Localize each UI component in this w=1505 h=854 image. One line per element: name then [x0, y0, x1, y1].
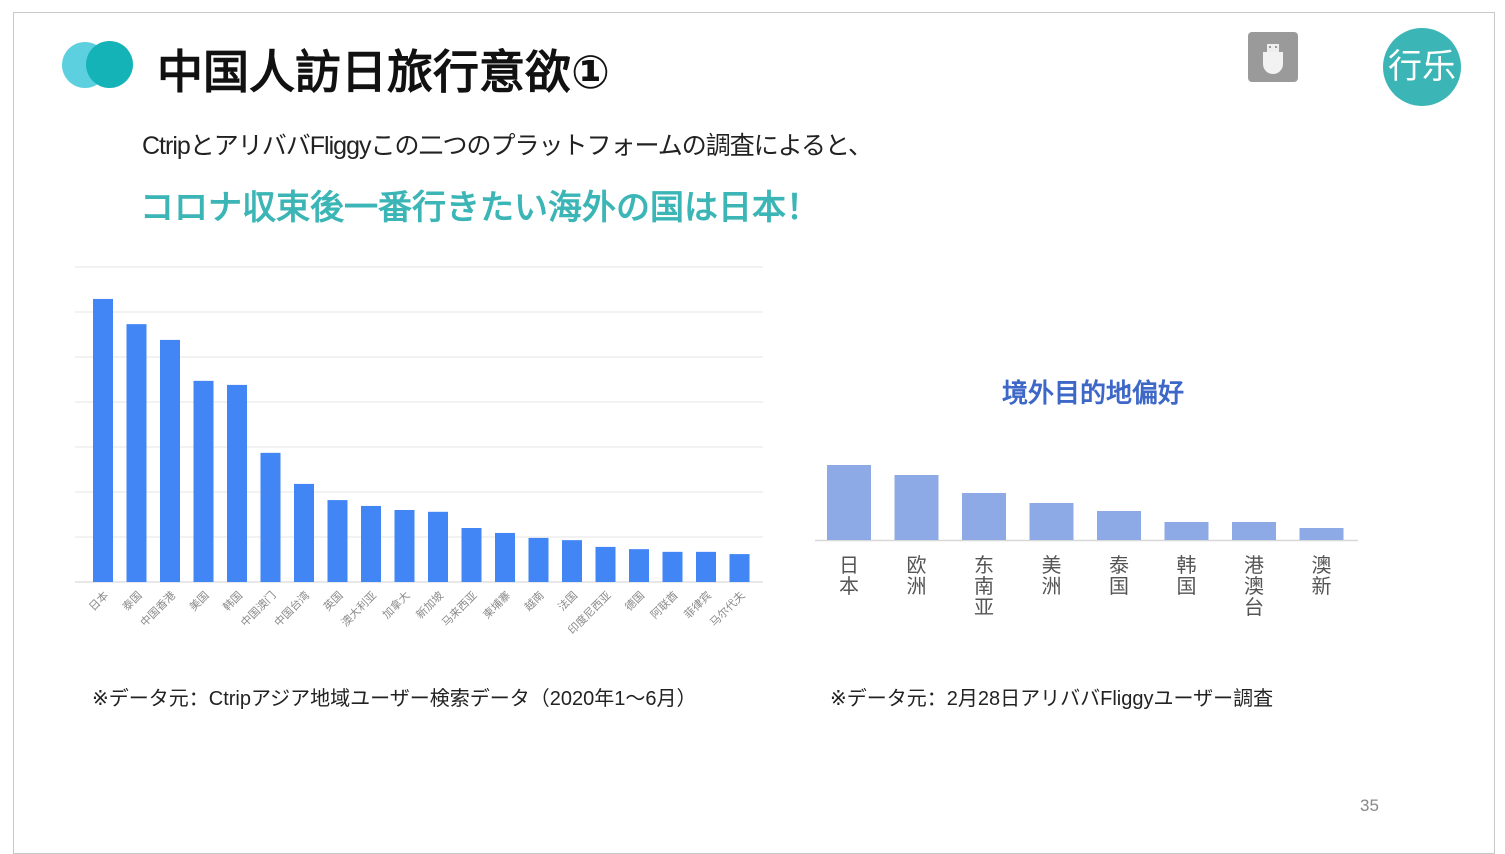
x-tick-label: 日本	[86, 588, 111, 613]
bar	[629, 549, 649, 582]
x-tick-label: 国	[1177, 576, 1197, 598]
search-ranking-chart: 日本 泰国中国香港 美国 韩国中国澳门中国台湾 英国澳大利亚 加拿大 新加坡马来西亚 柬埔寨越…	[75, 266, 763, 637]
x-tick-label: 越南	[521, 588, 546, 613]
x-tick-label: 港	[1244, 554, 1264, 577]
x-tick-label: 韩	[1177, 554, 1197, 577]
bar	[260, 452, 281, 582]
x-tick-label: 南	[974, 575, 994, 598]
bar	[962, 493, 1006, 540]
x-tick-label: 阿联酋	[647, 588, 680, 621]
x-tick-label: 马尔代夫	[707, 589, 747, 629]
brand-logo: 行乐	[1383, 28, 1461, 106]
x-tick-label: 美国	[187, 589, 212, 614]
headline: コロナ収束後一番行きたい海外の国は日本！	[140, 189, 820, 227]
bar	[227, 384, 247, 582]
x-tick-label: 德国	[622, 588, 647, 613]
bar	[461, 528, 482, 582]
x-tick-label: 柬埔寨	[480, 588, 513, 621]
usb-icon[interactable]	[1248, 32, 1298, 82]
x-tick-label: 中国澳门	[238, 588, 279, 629]
x-tick-label: 日	[839, 555, 859, 577]
bar	[595, 546, 616, 582]
x-tick-label: 中国台湾	[271, 588, 312, 629]
bar	[562, 540, 582, 582]
x-tick-label: 新加坡	[413, 588, 446, 621]
x-tick-label: 洲	[907, 576, 927, 598]
bar	[394, 510, 415, 582]
bar	[729, 554, 750, 582]
bar	[495, 532, 515, 582]
x-tick-label: 加拿大	[379, 588, 412, 621]
source-note-left: ※データ元：Ctripアジア地域ユーザー検索データ（2020年1～6月）	[92, 688, 697, 710]
source-note-right: ※データ元：2月28日アリババFliggyユーザー調査	[830, 688, 1274, 710]
bar	[428, 511, 448, 582]
slide-title: 中国人訪日旅行意欲①	[157, 46, 610, 98]
x-tick-label: 国	[1109, 576, 1129, 598]
bar	[1029, 503, 1074, 540]
slide	[13, 12, 1495, 854]
bar	[126, 324, 147, 582]
chart-title: 境外目的地偏好	[1002, 378, 1184, 408]
x-tick-label: 美	[1042, 554, 1062, 577]
x-tick-label: 英国	[320, 588, 345, 613]
x-tick-label: 泰	[1109, 554, 1129, 577]
bar	[1232, 522, 1276, 540]
x-tick-label: 韩国	[220, 588, 245, 613]
x-tick-label: 本	[839, 575, 859, 598]
x-tick-label: 亚	[974, 597, 994, 619]
title-bullet-dark	[86, 41, 133, 88]
x-tick-label: 法国	[555, 588, 580, 613]
bar	[193, 380, 214, 582]
x-tick-label: 澳	[1312, 554, 1332, 577]
bar	[827, 465, 871, 540]
bar	[1097, 511, 1141, 540]
x-tick-label: 东	[974, 554, 994, 577]
bar	[528, 537, 549, 582]
bar	[696, 551, 716, 582]
x-tick-label: 澳大利亚	[338, 588, 379, 629]
x-tick-label: 洲	[1042, 576, 1062, 598]
x-tick-label: 台	[1244, 596, 1264, 619]
bar	[93, 298, 113, 582]
x-tick-label: 泰国	[119, 588, 144, 613]
x-tick-label: 澳	[1244, 575, 1264, 598]
bar	[1164, 522, 1209, 540]
bar	[160, 339, 180, 582]
x-tick-label: 欧	[907, 554, 927, 577]
bar	[662, 551, 683, 582]
bar	[894, 475, 939, 540]
x-tick-label: 中国香港	[138, 589, 178, 629]
x-tick-label: 菲律宾	[681, 588, 714, 621]
bar	[294, 483, 314, 582]
bar	[361, 505, 381, 582]
page-number: 35	[1360, 796, 1379, 815]
bar	[1299, 528, 1344, 540]
x-tick-label: 马来西亚	[439, 589, 479, 629]
bar	[327, 500, 348, 582]
x-tick-label: 新	[1312, 575, 1332, 598]
subtitle: CtripとアリババFliggyこの二つのプラットフォームの調査によると、	[142, 132, 873, 160]
